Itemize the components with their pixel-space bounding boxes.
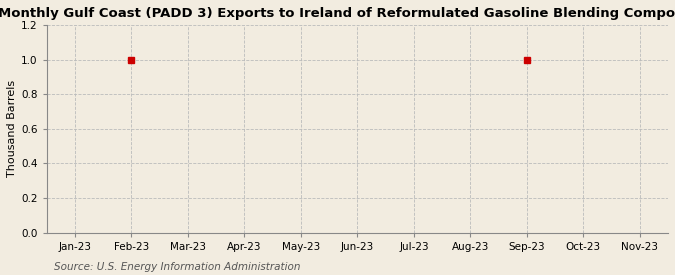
Y-axis label: Thousand Barrels: Thousand Barrels <box>7 80 17 177</box>
Text: Source: U.S. Energy Information Administration: Source: U.S. Energy Information Administ… <box>54 262 300 272</box>
Title: Monthly Gulf Coast (PADD 3) Exports to Ireland of Reformulated Gasoline Blending: Monthly Gulf Coast (PADD 3) Exports to I… <box>0 7 675 20</box>
